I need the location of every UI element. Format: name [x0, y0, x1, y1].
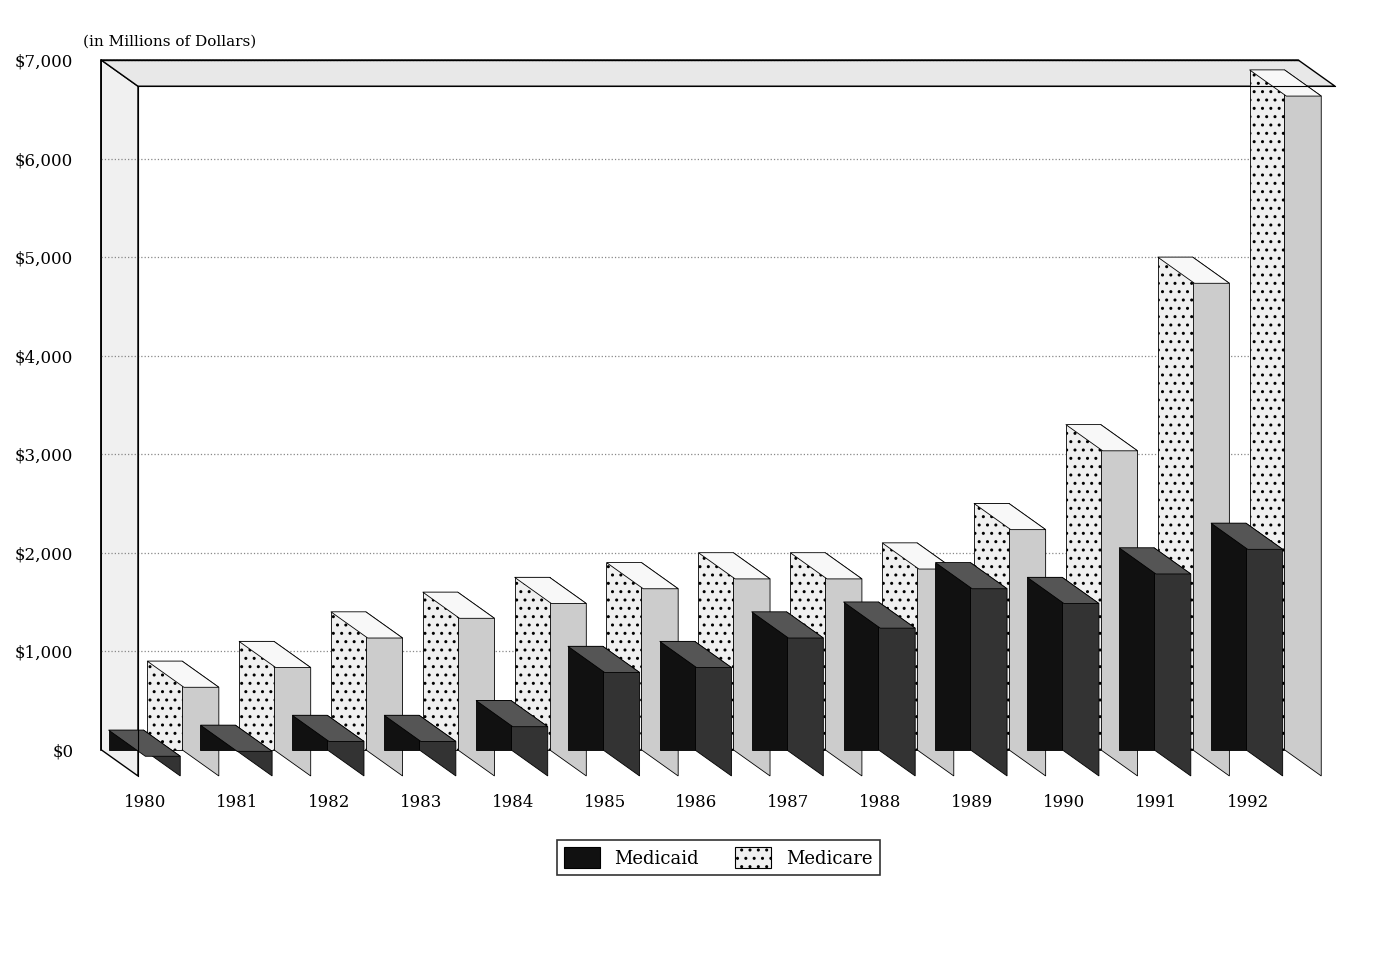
- Polygon shape: [733, 553, 770, 776]
- Bar: [843, 602, 879, 750]
- Polygon shape: [1193, 257, 1229, 776]
- Polygon shape: [476, 700, 548, 727]
- Polygon shape: [751, 612, 824, 638]
- Polygon shape: [108, 730, 180, 756]
- Polygon shape: [879, 602, 916, 776]
- Text: (in Millions of Dollars): (in Millions of Dollars): [82, 34, 257, 48]
- Bar: [1249, 70, 1285, 750]
- Bar: [423, 592, 457, 750]
- Bar: [515, 578, 549, 750]
- Polygon shape: [791, 553, 862, 579]
- Polygon shape: [419, 716, 456, 776]
- Polygon shape: [1009, 503, 1046, 776]
- Polygon shape: [1063, 578, 1098, 776]
- Bar: [292, 716, 327, 750]
- Bar: [751, 612, 787, 750]
- Bar: [384, 716, 419, 750]
- Polygon shape: [699, 553, 770, 579]
- Bar: [1119, 548, 1155, 750]
- Polygon shape: [881, 543, 954, 569]
- Bar: [1065, 424, 1101, 750]
- Bar: [607, 562, 641, 750]
- Polygon shape: [973, 503, 1046, 530]
- Bar: [881, 543, 917, 750]
- Polygon shape: [1101, 424, 1137, 776]
- Polygon shape: [917, 543, 954, 776]
- Bar: [239, 641, 275, 750]
- Polygon shape: [292, 716, 364, 741]
- Polygon shape: [641, 562, 678, 776]
- Polygon shape: [102, 60, 1335, 86]
- Bar: [476, 700, 511, 750]
- Bar: [791, 553, 825, 750]
- Polygon shape: [549, 578, 586, 776]
- Polygon shape: [143, 730, 180, 776]
- Bar: [331, 612, 365, 750]
- Polygon shape: [1249, 70, 1321, 96]
- Polygon shape: [843, 602, 916, 628]
- Bar: [935, 562, 971, 750]
- Polygon shape: [1285, 70, 1321, 776]
- Polygon shape: [1211, 523, 1282, 549]
- Polygon shape: [327, 716, 364, 776]
- Polygon shape: [971, 562, 1006, 776]
- Polygon shape: [695, 641, 732, 776]
- Polygon shape: [607, 562, 678, 589]
- Polygon shape: [423, 592, 494, 618]
- Bar: [108, 730, 143, 750]
- Bar: [699, 553, 733, 750]
- Polygon shape: [511, 700, 548, 776]
- Polygon shape: [331, 612, 402, 638]
- Polygon shape: [457, 592, 494, 776]
- Bar: [147, 661, 183, 750]
- Polygon shape: [275, 641, 310, 776]
- Polygon shape: [1245, 523, 1282, 776]
- Polygon shape: [147, 661, 218, 687]
- Bar: [660, 641, 695, 750]
- Polygon shape: [365, 612, 402, 776]
- Polygon shape: [1155, 548, 1190, 776]
- Bar: [1027, 578, 1063, 750]
- Polygon shape: [1027, 578, 1098, 604]
- Polygon shape: [1065, 424, 1137, 451]
- Polygon shape: [183, 661, 218, 776]
- Bar: [1157, 257, 1193, 750]
- Bar: [568, 647, 603, 750]
- Polygon shape: [200, 725, 272, 751]
- Polygon shape: [235, 725, 272, 776]
- Bar: [200, 725, 235, 750]
- Polygon shape: [515, 578, 586, 604]
- Polygon shape: [825, 553, 862, 776]
- Polygon shape: [102, 60, 139, 776]
- Polygon shape: [935, 562, 1006, 589]
- Polygon shape: [568, 647, 640, 673]
- Polygon shape: [1157, 257, 1229, 284]
- Bar: [1211, 523, 1245, 750]
- Legend: Medicaid, Medicare: Medicaid, Medicare: [556, 840, 880, 876]
- Polygon shape: [384, 716, 456, 741]
- Bar: [973, 503, 1009, 750]
- Polygon shape: [660, 641, 732, 668]
- Polygon shape: [787, 612, 824, 776]
- Polygon shape: [1119, 548, 1190, 574]
- Polygon shape: [603, 647, 640, 776]
- Polygon shape: [239, 641, 310, 668]
